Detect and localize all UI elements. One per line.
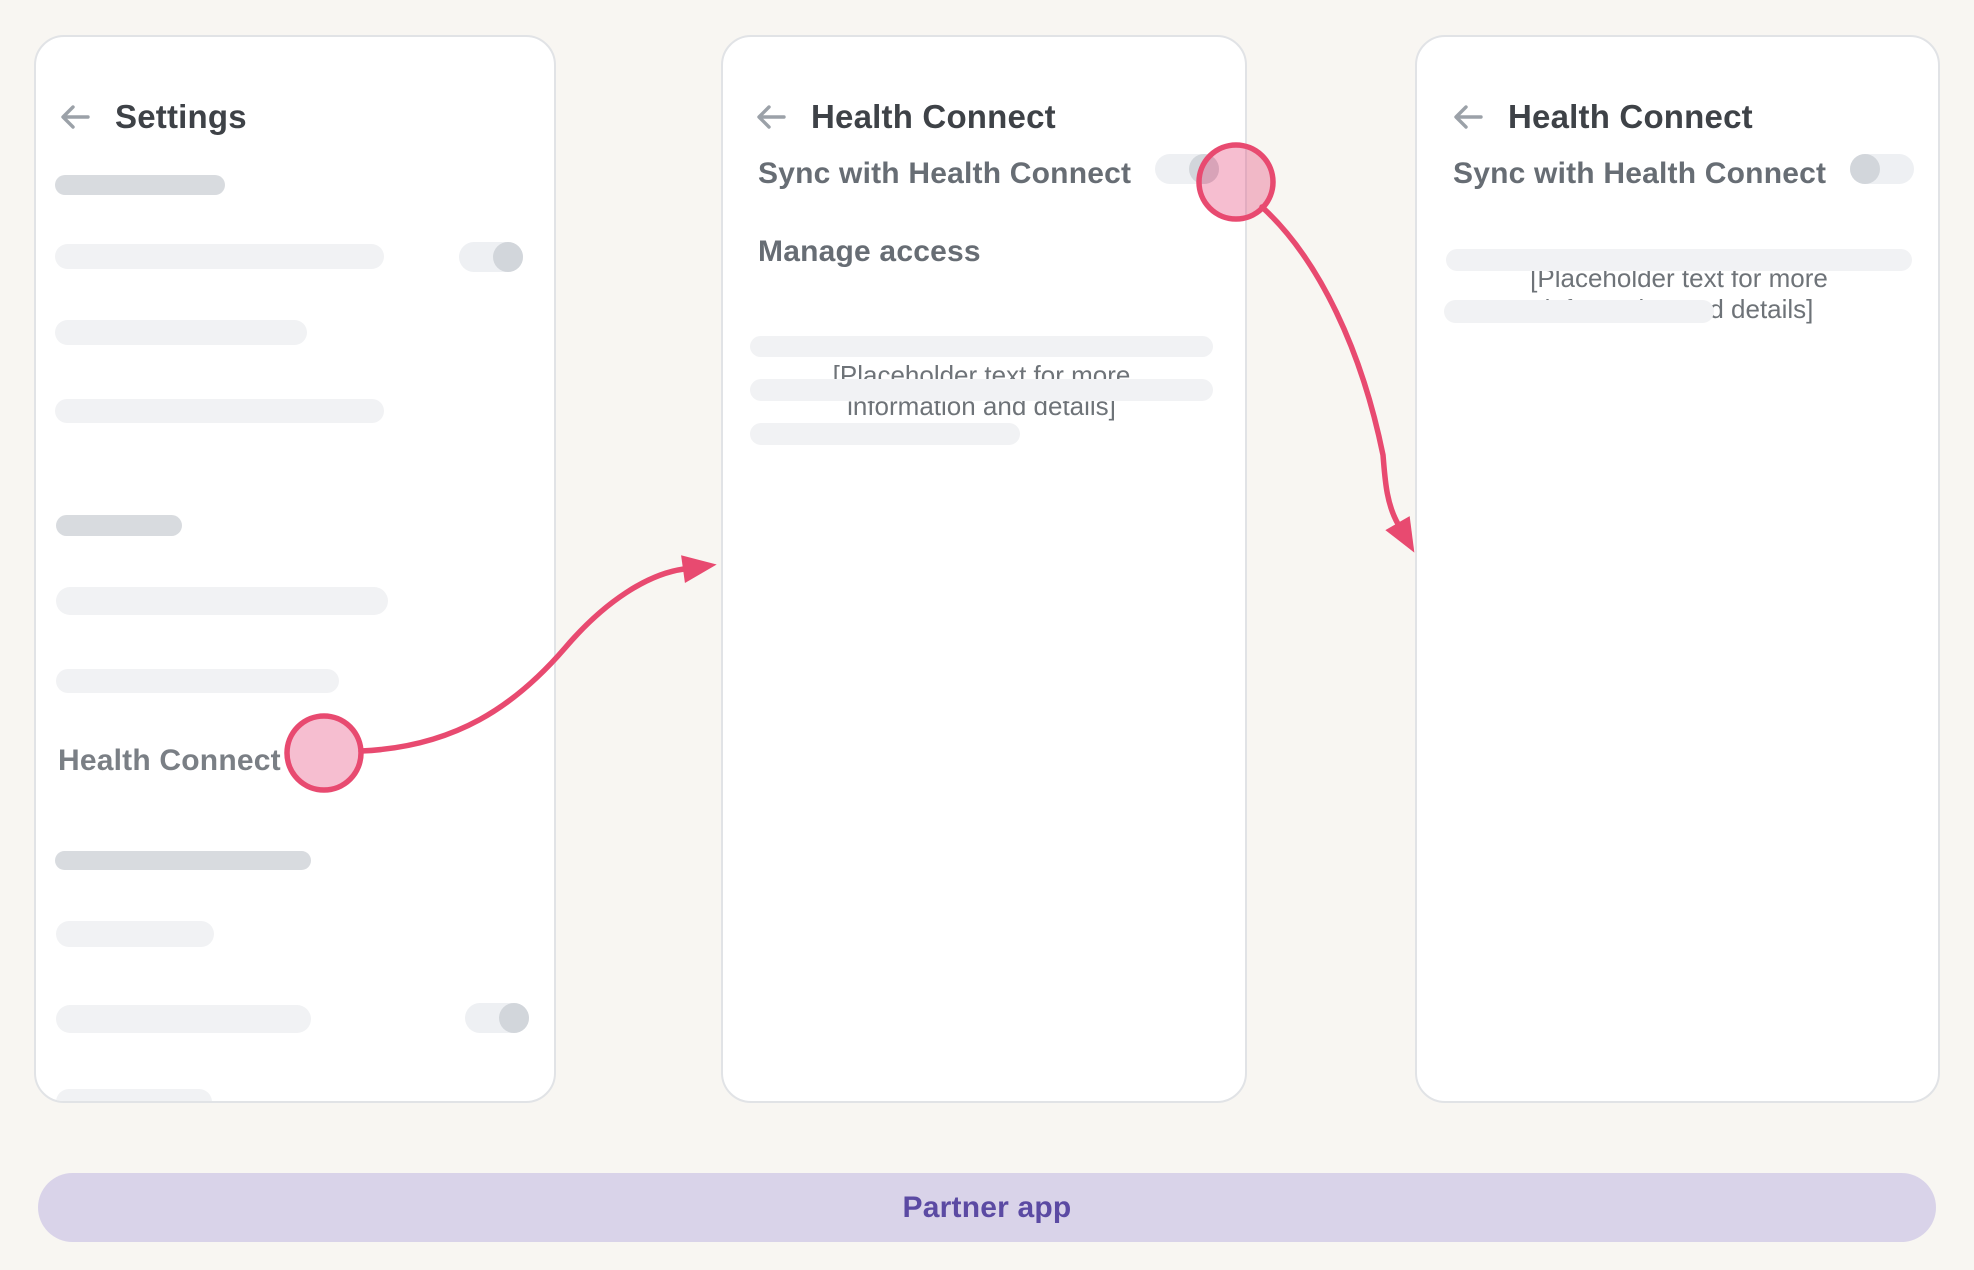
screen-title: Health Connect xyxy=(1508,98,1753,135)
skeleton-bar xyxy=(55,175,225,195)
skeleton-bar xyxy=(750,423,1020,445)
skeleton-bar xyxy=(56,515,182,536)
sync-toggle-switch[interactable] xyxy=(1850,154,1914,184)
screen-health-connect-header: Health Connect xyxy=(723,95,1245,139)
skeleton-bar xyxy=(55,399,384,423)
skeleton-bar xyxy=(55,244,384,269)
back-arrow-icon[interactable] xyxy=(1453,104,1483,130)
screen-title: Health Connect xyxy=(811,98,1056,135)
toggle-knob xyxy=(1189,154,1219,184)
toggle-knob xyxy=(499,1003,529,1033)
screen-health-connect-disabled: Health Connect Sync with Health Connect … xyxy=(1415,35,1940,1103)
sync-with-health-connect-label: Sync with Health Connect xyxy=(1453,157,1827,190)
sync-toggle-switch[interactable] xyxy=(1155,154,1219,184)
skeleton-bar xyxy=(56,1089,212,1101)
toggle-switch[interactable] xyxy=(459,242,523,272)
screen-health-connect-enabled: Health Connect Sync with Health Connect … xyxy=(721,35,1247,1103)
list-item-health-connect[interactable]: Health Connect xyxy=(58,744,281,777)
skeleton-bar xyxy=(56,921,214,947)
partner-app-banner: Partner app xyxy=(38,1173,1936,1242)
skeleton-bar xyxy=(56,669,339,693)
screen-settings: Settings Health Connect xyxy=(34,35,556,1103)
sync-with-health-connect-label: Sync with Health Connect xyxy=(758,157,1132,190)
skeleton-bar xyxy=(56,1005,311,1033)
skeleton-bar xyxy=(55,320,307,345)
skeleton-bar xyxy=(1444,300,1714,323)
toggle-knob xyxy=(1850,154,1880,184)
screen-title: Settings xyxy=(115,98,247,135)
skeleton-bar xyxy=(750,379,1213,401)
skeleton-bar xyxy=(750,336,1213,357)
flow-arrow-2 xyxy=(1259,204,1415,553)
skeleton-bar xyxy=(56,587,388,615)
back-arrow-icon[interactable] xyxy=(60,104,90,130)
screen-settings-header: Settings xyxy=(36,95,554,139)
toggle-knob xyxy=(493,242,523,272)
toggle-switch[interactable] xyxy=(465,1003,529,1033)
partner-app-label: Partner app xyxy=(902,1190,1072,1224)
screen-health-connect-header: Health Connect xyxy=(1417,95,1938,139)
skeleton-bar xyxy=(1446,249,1912,271)
back-arrow-icon[interactable] xyxy=(756,104,786,130)
skeleton-bar xyxy=(55,851,311,870)
manage-access-item[interactable]: Manage access xyxy=(758,235,981,268)
